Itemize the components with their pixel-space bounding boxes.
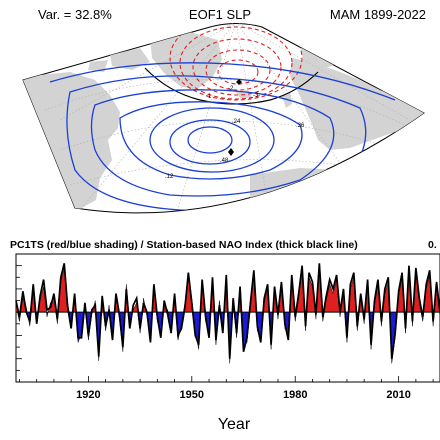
- map-station-markers: [228, 79, 242, 156]
- x-tick-label: 2010: [386, 389, 410, 401]
- y-axis-ticks: [16, 253, 22, 383]
- positive-anomaly-area: [359, 298, 363, 313]
- meridian: [235, 23, 271, 213]
- contour-line: [119, 101, 303, 180]
- plot-frame: [15, 253, 440, 383]
- eof-map: -1 -2 -3 .12 .24 .36 .48: [22, 23, 425, 214]
- station-marker: [236, 79, 242, 85]
- contour-line: [49, 62, 396, 101]
- chart-title: PC1TS (red/blue shading) / Station-based…: [10, 239, 358, 251]
- map-title: EOF1 SLP: [188, 7, 252, 22]
- contour-label: -1: [206, 94, 212, 100]
- station-marker: [228, 148, 234, 156]
- contour-line: [187, 126, 233, 154]
- contour-label: -2: [228, 86, 234, 92]
- land-africa: [250, 168, 360, 205]
- contour-label: .24: [232, 119, 241, 125]
- positive-contours: [49, 62, 396, 212]
- x-tick-label: 1980: [283, 389, 307, 401]
- variance-label: Var. = 32.8%: [38, 7, 112, 22]
- contour-line: [192, 38, 282, 96]
- positive-anomaly-area: [373, 284, 381, 313]
- positive-anomaly-area: [37, 286, 47, 313]
- x-tick-label: 1920: [76, 389, 100, 401]
- season-label: MAM 1899-2022: [329, 7, 426, 22]
- positive-anomaly-area: [132, 302, 138, 313]
- x-tick-label: 1950: [180, 389, 204, 401]
- contour-labels: -1 -2 -3 .12 .24 .36 .48: [165, 86, 305, 180]
- positive-anomaly-area: [382, 281, 390, 313]
- contour-label: -3: [253, 93, 259, 99]
- positive-anomaly-area: [406, 270, 412, 313]
- pc-timeseries-chart: 1920 1950 1980 2010 Year: [15, 253, 440, 433]
- negative-contours: [169, 23, 303, 101]
- latitude-circle: [59, 120, 411, 156]
- meridian: [79, 23, 237, 211]
- x-axis-ticks: 1920 1950 1980 2010: [19, 376, 434, 401]
- correlation-label: 0.: [428, 239, 437, 251]
- nao-index-line: [15, 263, 440, 359]
- land-europe: [290, 58, 424, 150]
- positive-anomaly-area: [324, 279, 340, 313]
- contour-line: [179, 26, 293, 100]
- contour-label: .36: [296, 123, 305, 129]
- x-axis-label: Year: [218, 416, 251, 433]
- contour-line: [217, 59, 259, 85]
- contour-line: [169, 119, 251, 165]
- positive-anomaly-area: [434, 286, 440, 313]
- positive-anomaly-area: [316, 267, 323, 313]
- contour-line: [90, 89, 335, 197]
- positive-anomaly-area: [278, 286, 284, 313]
- contour-label: .48: [220, 158, 229, 164]
- positive-anomaly-area: [249, 274, 257, 313]
- contour-line: [149, 107, 275, 173]
- latitude-circle: [44, 79, 416, 131]
- contour-line: [205, 49, 271, 91]
- contour-line: [169, 23, 303, 101]
- contour-label: .12: [165, 174, 174, 180]
